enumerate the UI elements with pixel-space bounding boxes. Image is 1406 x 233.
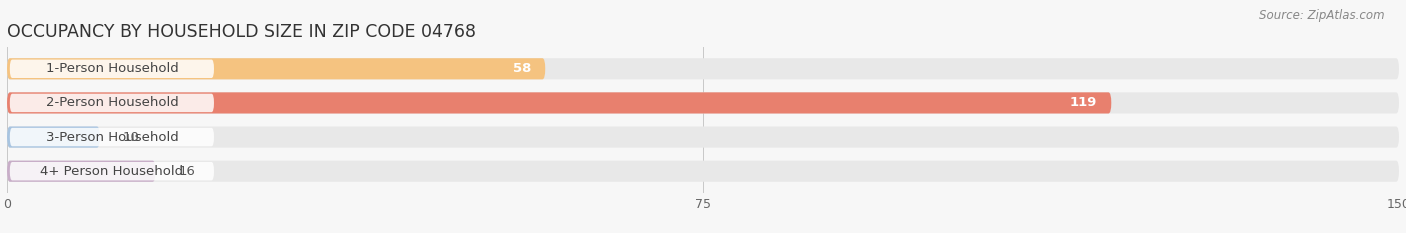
Text: 3-Person Household: 3-Person Household (45, 130, 179, 144)
FancyBboxPatch shape (7, 127, 100, 148)
FancyBboxPatch shape (7, 161, 156, 182)
Text: 58: 58 (513, 62, 531, 75)
Text: 119: 119 (1070, 96, 1098, 110)
Text: 16: 16 (179, 165, 195, 178)
FancyBboxPatch shape (7, 161, 1399, 182)
FancyBboxPatch shape (10, 60, 214, 78)
Text: 1-Person Household: 1-Person Household (45, 62, 179, 75)
Text: 2-Person Household: 2-Person Household (45, 96, 179, 110)
FancyBboxPatch shape (7, 58, 1399, 79)
FancyBboxPatch shape (7, 92, 1399, 113)
Text: 4+ Person Household: 4+ Person Household (41, 165, 183, 178)
Text: 10: 10 (124, 130, 141, 144)
FancyBboxPatch shape (7, 127, 1399, 148)
FancyBboxPatch shape (7, 92, 1111, 113)
Text: OCCUPANCY BY HOUSEHOLD SIZE IN ZIP CODE 04768: OCCUPANCY BY HOUSEHOLD SIZE IN ZIP CODE … (7, 23, 477, 41)
Text: Source: ZipAtlas.com: Source: ZipAtlas.com (1260, 9, 1385, 22)
FancyBboxPatch shape (10, 94, 214, 112)
FancyBboxPatch shape (10, 128, 214, 146)
FancyBboxPatch shape (7, 58, 546, 79)
FancyBboxPatch shape (10, 162, 214, 180)
